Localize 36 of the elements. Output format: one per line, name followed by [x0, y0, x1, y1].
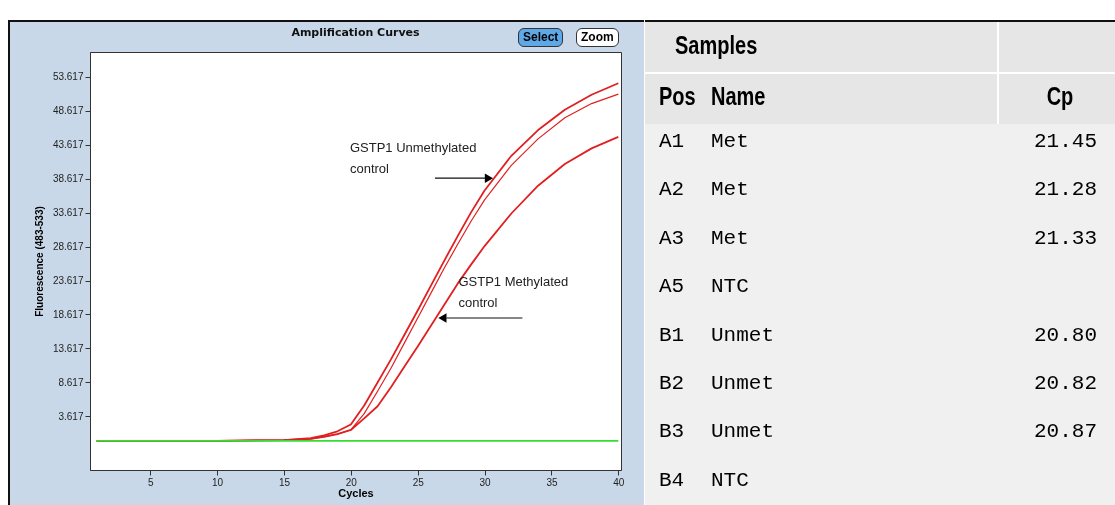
x-tick-label: 30 [479, 476, 492, 488]
text: A3 Met 21.33 [659, 226, 1097, 250]
y-tick-label: 38.617 [52, 173, 84, 185]
text: B2 Unmet 20.82 [659, 372, 1097, 395]
y-tick-label: 33.617 [52, 207, 84, 219]
x-tick-label: 40 [613, 476, 625, 488]
text: A1 Met 21.45 [659, 130, 1097, 153]
text: Select [518, 28, 564, 47]
annotation: GSTP1 Unmethylated control [349, 140, 477, 177]
y-tick-label: 23.617 [52, 275, 84, 287]
chart-title: Amplification Curves [291, 26, 421, 39]
x-tick-label: 5 [147, 476, 154, 488]
text: B3 Unmet 20.87 [659, 420, 1097, 444]
text: B4 NTC [659, 468, 749, 492]
x-axis-title: Cycles [338, 486, 374, 499]
y-tick-label: 18.617 [52, 308, 84, 320]
x-tick-label: 10 [212, 476, 224, 488]
x-tick-label: 15 [278, 476, 291, 488]
text: A2 Met 21.28 [659, 178, 1097, 202]
y-tick-label: 28.617 [52, 241, 84, 253]
text: Samples [675, 31, 758, 60]
y-axis-title: Fluorescence (483-533) [33, 206, 45, 317]
x-tick-label: 35 [546, 476, 558, 488]
text: Pos Name Cp [659, 82, 1073, 110]
x-tick-label: 20 [345, 476, 358, 488]
y-tick-label: 3.617 [58, 410, 84, 422]
annotation: GSTP1 Methylated control [458, 274, 569, 310]
text: A5 NTC [659, 275, 749, 299]
text: B1 Unmet 20.80 [659, 323, 1097, 347]
x-tick-label: 25 [412, 476, 425, 488]
y-tick-label: 8.617 [58, 376, 84, 388]
y-tick-label: 13.617 [52, 342, 84, 354]
y-tick-label: 48.617 [52, 105, 84, 117]
y-tick-label: 43.617 [52, 139, 84, 151]
text: Zoom [576, 28, 619, 47]
y-tick-label: 53.617 [52, 71, 84, 83]
